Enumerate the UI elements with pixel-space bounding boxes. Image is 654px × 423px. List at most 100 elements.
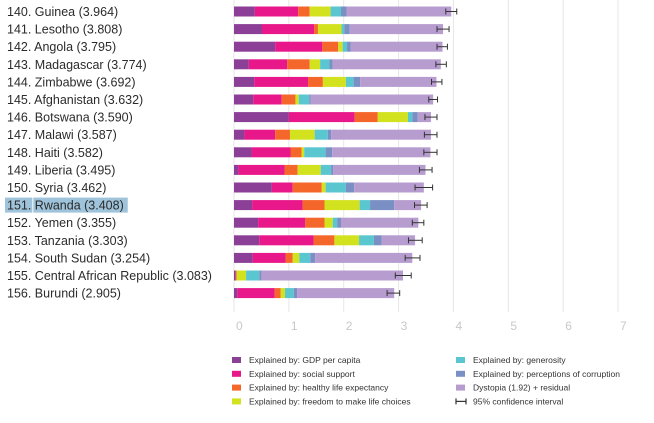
bar-segment-4: [304, 147, 326, 158]
bar-segment-0: [234, 182, 272, 193]
bar-segment-4: [298, 94, 310, 105]
bar-segment-1: [248, 59, 288, 70]
bar-segment-0: [234, 147, 252, 158]
category-label: 142. Angola (3.795): [7, 40, 116, 54]
bar-segment-5: [310, 252, 316, 263]
ci-whisker: [435, 61, 447, 68]
ci-whisker: [423, 149, 438, 156]
bar-segment-3: [334, 235, 360, 246]
bar-segment-5: [259, 270, 262, 281]
legend-item: Explained by: generosity: [456, 355, 566, 365]
x-tick-label: 4: [455, 319, 462, 333]
bar-segment-4: [407, 112, 413, 123]
bar-segment-4: [320, 164, 332, 175]
bar-segment-6: [349, 24, 444, 35]
category-label: 156. Burundi (2.905): [7, 287, 121, 301]
ci-whisker: [436, 43, 448, 50]
legend-swatch: [232, 370, 241, 377]
bar-segment-3: [317, 24, 342, 35]
bar-segment-5: [327, 129, 332, 140]
bar-segment-3: [309, 6, 331, 17]
bar-segment-0: [234, 235, 260, 246]
bar-segment-4: [320, 59, 330, 70]
x-axis-ticks: 0 1 2 3 4 5 6 7: [236, 319, 627, 333]
bar-segment-1: [261, 24, 315, 35]
ci-whisker: [445, 8, 458, 15]
x-tick-label: 0: [236, 319, 243, 333]
bar-segment-0: [234, 217, 259, 228]
ci-whisker: [418, 166, 433, 173]
bar-segment-4: [330, 6, 341, 17]
bar-segment-6: [315, 252, 413, 263]
category-label: 150. Syria (3.462): [7, 181, 106, 195]
category-label: 143. Madagascar (3.774): [7, 58, 147, 72]
category-label: 140. Guinea (3.964): [7, 5, 118, 19]
bar-segment-5: [347, 41, 351, 52]
bar-segment-0: [234, 59, 249, 70]
bar-segment-2: [298, 6, 310, 17]
bar-segment-6: [333, 164, 426, 175]
category-label: 153. Tanzania (3.303): [7, 234, 128, 248]
ci-whisker: [411, 219, 425, 226]
bar-segment-5: [344, 24, 350, 35]
legend-swatch: [456, 384, 465, 391]
legend-swatch: [232, 357, 241, 363]
bar-segment-2: [285, 252, 293, 263]
legend-item: Explained by: perceptions of corruption: [456, 369, 620, 379]
bar-segment-6: [332, 147, 431, 158]
bar-segment-2: [322, 41, 339, 52]
ci-whisker: [394, 272, 412, 279]
category-label: 144. Zimbabwe (3.692): [7, 75, 136, 89]
bar-segment-5: [353, 76, 361, 87]
bar-segment-6: [350, 41, 443, 52]
legend: Explained by: GDP per capita Explained by…: [232, 355, 620, 406]
ci-whisker: [428, 96, 439, 103]
bar-segment-1: [258, 217, 306, 228]
bar-segment-2: [305, 217, 325, 228]
ci-whisker: [386, 290, 401, 297]
legend-item: Explained by: social support: [232, 369, 355, 379]
bar-segment-0: [234, 41, 276, 52]
bar-segment-0: [234, 76, 255, 87]
bar-segment-1: [252, 200, 303, 211]
bar-segment-6: [340, 217, 419, 228]
bar-segment-0: [234, 112, 289, 123]
bar-segment-4: [285, 288, 294, 299]
bar-segment-6: [381, 235, 416, 246]
legend-item: Explained by: healthy life expectancy: [232, 383, 389, 393]
bar-segment-2: [281, 94, 296, 105]
ci-whisker: [431, 78, 443, 85]
bar-segment-3: [295, 94, 299, 105]
category-label: 152. Yemen (3.355): [7, 216, 116, 230]
bar-segment-1: [253, 94, 282, 105]
bar-segment-3: [292, 252, 300, 263]
bar-segment-4: [246, 270, 260, 281]
legend-swatch: [232, 398, 241, 405]
bar-segment-0: [234, 24, 262, 35]
bar-segment-2: [275, 129, 290, 140]
bar-segment-2: [308, 76, 323, 87]
bar-segment-5: [325, 147, 333, 158]
bar-segment-3: [324, 217, 333, 228]
bar-segment-6: [332, 59, 441, 70]
legend-label: Explained by: generosity: [473, 355, 566, 365]
country-highlight: [33, 197, 128, 213]
bar-segment-1: [275, 41, 323, 52]
bar-segment-0: [234, 164, 239, 175]
bar-segment-1: [271, 182, 293, 193]
ci-whisker: [404, 254, 421, 261]
legend-swatch: [456, 357, 465, 363]
bar-segment-1: [254, 76, 309, 87]
bar-segment-1: [254, 6, 299, 17]
bar-segment-3: [309, 59, 321, 70]
legend-label: Explained by: healthy life expectancy: [249, 383, 389, 393]
bar-segment-2: [290, 147, 302, 158]
bar-segment-2: [235, 270, 237, 281]
category-label: 147. Malawi (3.587): [7, 128, 117, 142]
bar-segment-5: [329, 59, 333, 70]
legend-label: Explained by: freedom to make life choic…: [249, 396, 411, 406]
ci-whisker: [424, 114, 438, 121]
bar-segment-1: [288, 112, 355, 123]
legend-swatch: [232, 384, 241, 391]
